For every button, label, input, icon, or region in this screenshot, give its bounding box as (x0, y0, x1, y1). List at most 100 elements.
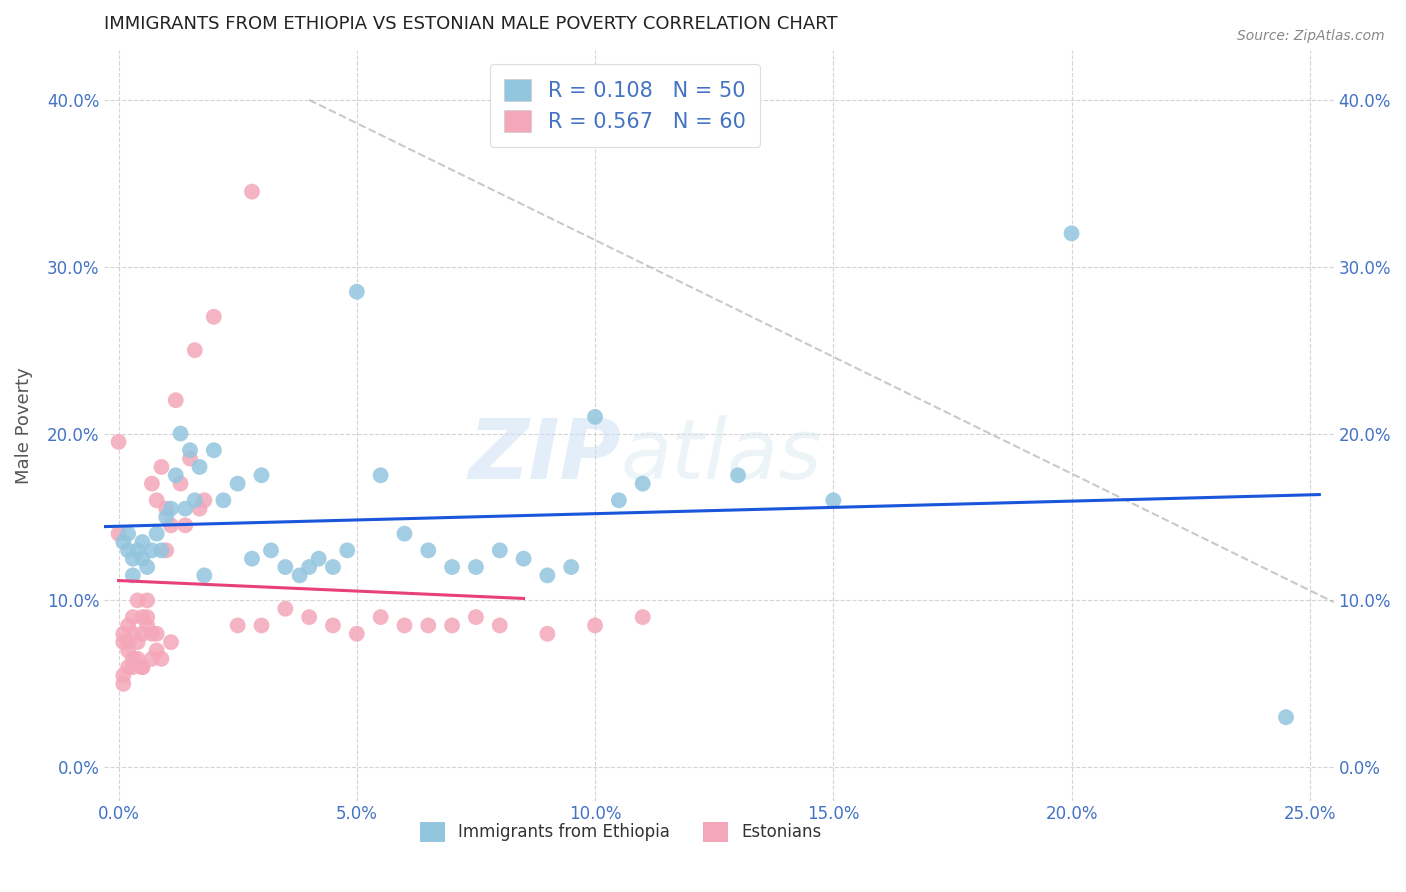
Point (150, 652, 173, 666)
Point (240, 185, 263, 199)
Legend: R = 0.108   N = 50, R = 0.567   N = 60: R = 0.108 N = 50, R = 0.567 N = 60 (489, 64, 761, 147)
Point (160, 518, 183, 533)
Point (583, 409, 606, 424)
Point (165, 468, 187, 483)
Point (160, 501, 183, 516)
Point (536, 568, 558, 582)
Point (488, 618, 510, 632)
Point (418, 543, 440, 558)
Point (308, 551, 330, 566)
Point (127, 543, 149, 558)
Point (155, 501, 177, 516)
Point (394, 618, 416, 632)
Point (117, 526, 139, 541)
Point (136, 618, 159, 632)
Point (131, 660, 153, 674)
Point (322, 560, 344, 574)
Point (250, 468, 273, 483)
Point (1060, 227, 1083, 241)
Point (121, 652, 143, 666)
Point (322, 618, 344, 632)
Point (117, 635, 139, 649)
Point (212, 493, 235, 508)
Point (631, 476, 654, 491)
Point (112, 635, 135, 649)
Point (155, 543, 177, 558)
Point (169, 476, 191, 491)
Point (145, 493, 167, 508)
Point (488, 543, 510, 558)
Point (250, 618, 273, 632)
Point (298, 560, 321, 574)
Point (441, 560, 464, 574)
Point (141, 627, 163, 641)
Point (823, 493, 845, 508)
Point (274, 560, 297, 574)
Point (145, 643, 167, 657)
Point (260, 543, 283, 558)
Point (464, 610, 486, 624)
Point (274, 601, 297, 615)
Point (188, 501, 211, 516)
Point (188, 459, 211, 474)
Point (145, 526, 167, 541)
Point (346, 285, 368, 299)
Point (121, 660, 143, 674)
Point (418, 618, 440, 632)
Point (184, 343, 207, 358)
Point (127, 635, 149, 649)
Point (107, 526, 129, 541)
Point (202, 443, 225, 458)
Point (117, 618, 139, 632)
Point (184, 493, 207, 508)
Point (560, 560, 582, 574)
Point (117, 643, 139, 657)
Point (631, 610, 654, 624)
Point (117, 660, 139, 674)
Y-axis label: Male Poverty: Male Poverty (15, 367, 32, 483)
Point (121, 568, 143, 582)
Point (112, 535, 135, 549)
Point (727, 468, 749, 483)
Point (121, 627, 143, 641)
Text: ZIP: ZIP (468, 415, 620, 496)
Point (150, 543, 173, 558)
Point (179, 443, 201, 458)
Text: IMMIGRANTS FROM ETHIOPIA VS ESTONIAN MALE POVERTY CORRELATION CHART: IMMIGRANTS FROM ETHIOPIA VS ESTONIAN MAL… (104, 15, 838, 33)
Point (136, 610, 159, 624)
Point (179, 451, 201, 466)
Point (131, 535, 153, 549)
Point (131, 610, 153, 624)
Point (346, 627, 368, 641)
Point (141, 476, 163, 491)
Point (193, 568, 215, 582)
Point (1275, 710, 1298, 724)
Point (441, 618, 464, 632)
Point (193, 493, 215, 508)
Point (165, 393, 187, 408)
Point (131, 551, 153, 566)
Point (131, 660, 153, 674)
Point (141, 652, 163, 666)
Point (174, 518, 197, 533)
Point (145, 627, 167, 641)
Point (150, 459, 173, 474)
Point (226, 618, 249, 632)
Point (160, 635, 183, 649)
Point (536, 627, 558, 641)
Text: Source: ZipAtlas.com: Source: ZipAtlas.com (1237, 29, 1385, 43)
Point (394, 526, 416, 541)
Point (141, 543, 163, 558)
Point (121, 551, 143, 566)
Point (288, 568, 311, 582)
Point (370, 610, 392, 624)
Point (174, 501, 197, 516)
Point (136, 593, 159, 607)
Point (127, 652, 149, 666)
Point (112, 677, 135, 691)
Point (127, 593, 149, 607)
Point (117, 543, 139, 558)
Point (169, 426, 191, 441)
Point (298, 610, 321, 624)
Point (607, 493, 630, 508)
